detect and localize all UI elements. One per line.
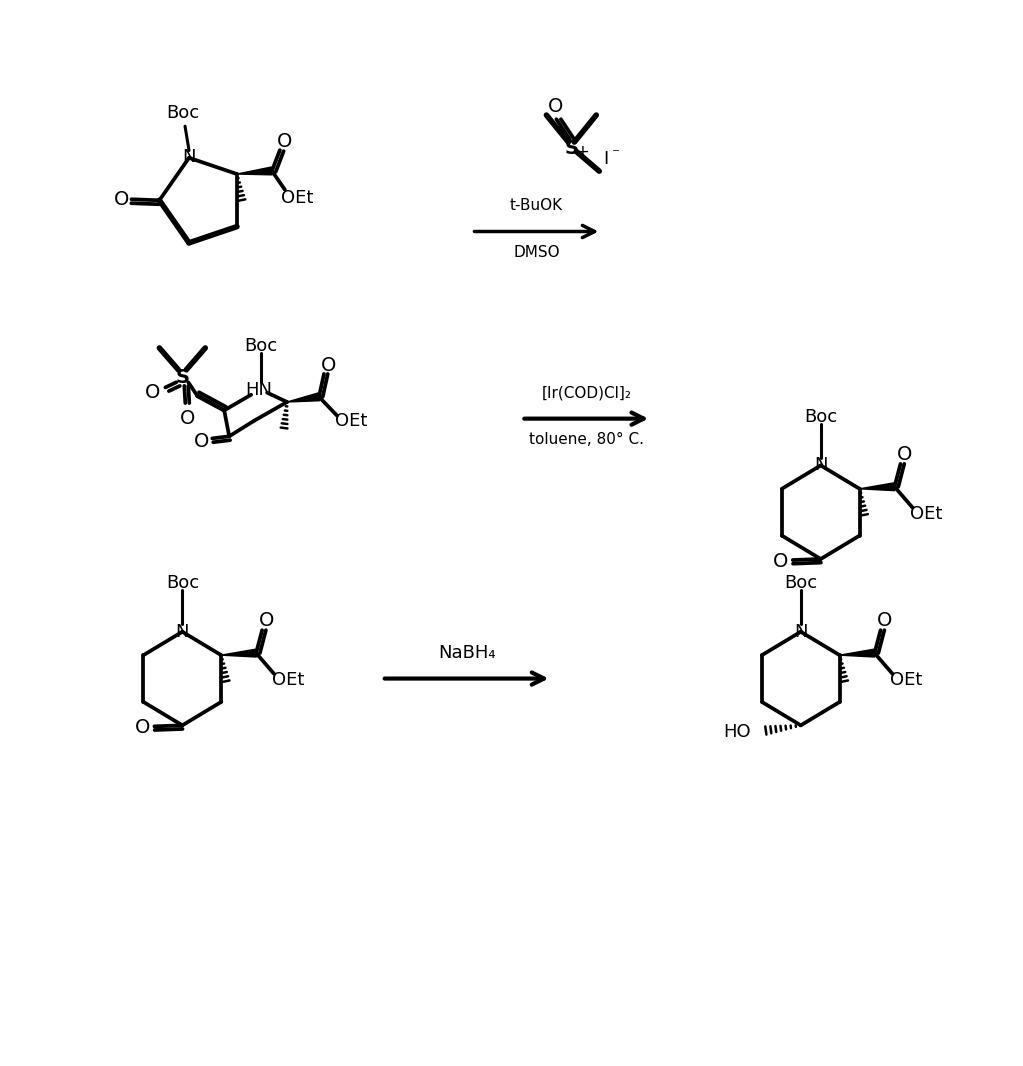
Text: N: N	[814, 456, 828, 474]
Text: S: S	[565, 139, 578, 158]
Polygon shape	[221, 649, 257, 657]
Text: O: O	[547, 97, 563, 116]
Text: N: N	[794, 623, 807, 641]
Text: OEt: OEt	[272, 672, 304, 689]
Polygon shape	[840, 649, 875, 657]
Text: OEt: OEt	[280, 189, 313, 207]
Text: HN: HN	[246, 381, 273, 399]
Text: Boc: Boc	[166, 104, 199, 123]
Text: OEt: OEt	[910, 505, 942, 522]
Text: ⁻: ⁻	[612, 146, 620, 161]
Text: N: N	[176, 623, 189, 641]
Text: OEt: OEt	[890, 672, 923, 689]
Text: toluene, 80° C.: toluene, 80° C.	[529, 432, 643, 447]
Text: HO: HO	[723, 723, 751, 741]
Text: O: O	[135, 717, 150, 737]
Text: +: +	[575, 144, 589, 161]
Polygon shape	[859, 483, 895, 490]
Text: [Ir(COD)Cl]₂: [Ir(COD)Cl]₂	[541, 385, 631, 400]
Text: O: O	[193, 432, 209, 451]
Text: O: O	[277, 132, 293, 151]
Polygon shape	[237, 167, 272, 175]
Text: O: O	[321, 356, 337, 375]
Text: I: I	[604, 149, 609, 167]
Text: DMSO: DMSO	[514, 245, 560, 260]
Text: Boc: Boc	[804, 407, 837, 425]
Text: NaBH₄: NaBH₄	[438, 644, 495, 662]
Text: O: O	[773, 551, 789, 570]
Text: O: O	[877, 611, 892, 630]
Text: O: O	[897, 445, 913, 464]
Polygon shape	[287, 393, 319, 402]
Text: Boc: Boc	[244, 337, 277, 355]
Text: O: O	[259, 611, 274, 630]
Text: t-BuOK: t-BuOK	[509, 198, 563, 213]
Text: Boc: Boc	[166, 574, 198, 592]
Text: N: N	[182, 148, 195, 165]
Text: OEt: OEt	[335, 411, 367, 430]
Text: Boc: Boc	[785, 574, 817, 592]
Text: S: S	[175, 368, 189, 387]
Text: O: O	[144, 383, 160, 402]
Text: O: O	[180, 409, 195, 429]
Text: O: O	[114, 190, 129, 209]
